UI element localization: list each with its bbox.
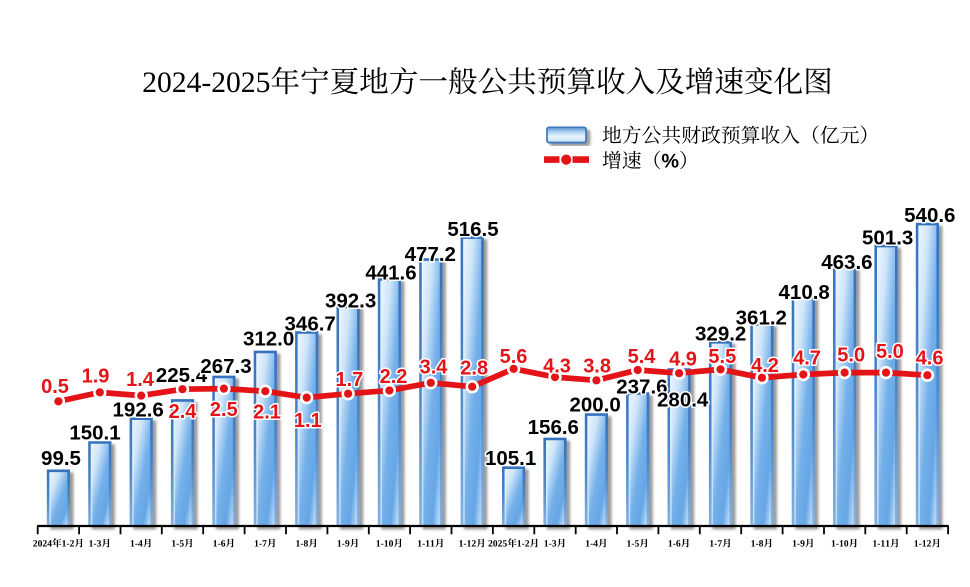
svg-text:346.7: 346.7: [285, 313, 336, 336]
svg-text:1.1: 1.1: [294, 410, 322, 432]
svg-text:2.5: 2.5: [210, 399, 238, 421]
svg-text:0.5: 0.5: [41, 376, 69, 398]
svg-text:200.0: 200.0: [569, 394, 620, 417]
svg-text:5.4: 5.4: [628, 346, 657, 368]
svg-text:5.0: 5.0: [876, 341, 904, 363]
svg-text:99.5: 99.5: [41, 447, 81, 470]
svg-text:4.6: 4.6: [916, 348, 944, 370]
svg-text:192.6: 192.6: [113, 399, 164, 422]
svg-text:516.5: 516.5: [447, 218, 498, 241]
svg-text:392.3: 392.3: [325, 289, 376, 312]
svg-text:2.2: 2.2: [380, 366, 408, 388]
svg-text:267.3: 267.3: [200, 355, 251, 378]
svg-text:4.9: 4.9: [669, 349, 697, 371]
svg-text:463.6: 463.6: [821, 251, 872, 274]
svg-text:280.4: 280.4: [657, 389, 709, 412]
svg-text:501.3: 501.3: [862, 227, 913, 250]
svg-text:1.9: 1.9: [82, 366, 110, 388]
svg-text:225.4: 225.4: [156, 364, 208, 387]
svg-text:410.8: 410.8: [779, 281, 830, 304]
svg-text:4.2: 4.2: [751, 355, 779, 377]
svg-text:237.6: 237.6: [616, 375, 667, 398]
svg-text:150.1: 150.1: [69, 422, 120, 445]
svg-text:2.1: 2.1: [253, 402, 281, 424]
svg-text:156.6: 156.6: [528, 416, 579, 439]
svg-text:5.6: 5.6: [500, 346, 528, 368]
svg-text:1.7: 1.7: [335, 369, 363, 391]
svg-text:2.4: 2.4: [169, 401, 198, 423]
svg-text:2.8: 2.8: [460, 358, 488, 380]
svg-text:329.2: 329.2: [695, 322, 746, 345]
svg-text:1.4: 1.4: [126, 369, 155, 391]
svg-text:441.6: 441.6: [365, 262, 416, 285]
svg-text:312.0: 312.0: [243, 327, 294, 350]
svg-text:361.2: 361.2: [736, 307, 787, 330]
svg-text:105.1: 105.1: [485, 447, 536, 470]
svg-text:4.3: 4.3: [543, 356, 571, 378]
svg-text:540.6: 540.6: [904, 204, 955, 227]
svg-text:3.4: 3.4: [420, 357, 449, 379]
svg-text:5.0: 5.0: [837, 345, 865, 367]
svg-text:3.8: 3.8: [583, 356, 611, 378]
svg-text:4.7: 4.7: [793, 348, 821, 370]
svg-text:5.5: 5.5: [708, 346, 736, 368]
svg-text:477.2: 477.2: [405, 243, 456, 266]
